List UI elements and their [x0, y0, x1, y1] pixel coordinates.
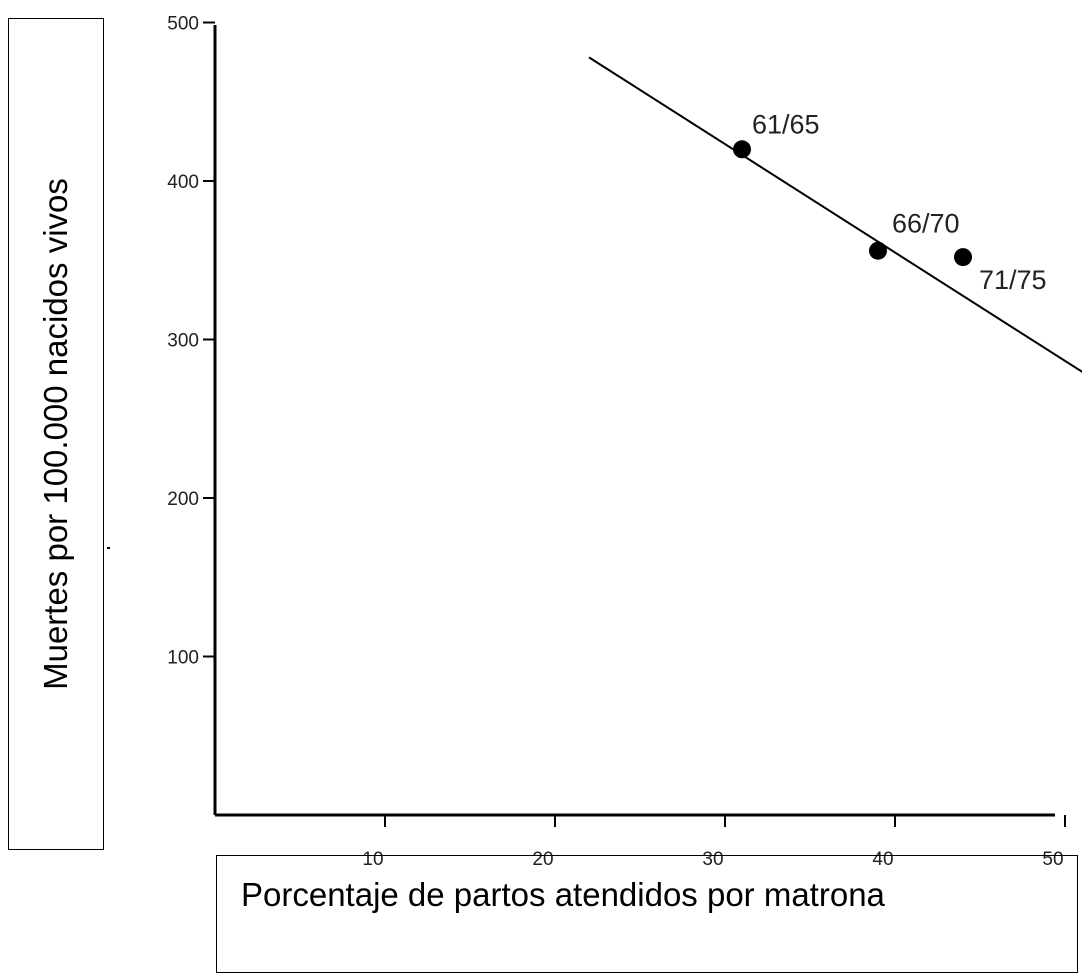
x-axis-label-box: Porcentaje de partos atendidos por matro… [216, 855, 1078, 973]
y-tick-label: 200 [167, 489, 199, 510]
x-axis-label: Porcentaje de partos atendidos por matro… [241, 876, 885, 913]
trend-line [588, 56, 1082, 373]
data-point-label: 61/65 [752, 109, 820, 139]
x-tick-label: 40 [872, 849, 893, 870]
x-tick-label: 50 [1042, 849, 1063, 870]
data-point [869, 241, 887, 260]
data-point [954, 248, 972, 267]
data-point-label: 66/70 [892, 209, 960, 239]
x-tick-label: 10 [362, 849, 383, 870]
x-tick-label: 20 [532, 849, 553, 870]
y-tick-label: 500 [167, 14, 199, 35]
data-point-label: 71/75 [979, 265, 1047, 295]
y-axis-label-box: Muertes por 100.000 nacidos vivos [8, 18, 104, 850]
x-tick-label: 30 [702, 849, 723, 870]
y-tick-label: 300 [167, 331, 199, 352]
y-tick-label: 400 [167, 172, 199, 193]
y-tick-label: 100 [167, 648, 199, 669]
y-axis-label: Muertes por 100.000 nacidos vivos [37, 178, 74, 690]
data-point [733, 140, 751, 159]
